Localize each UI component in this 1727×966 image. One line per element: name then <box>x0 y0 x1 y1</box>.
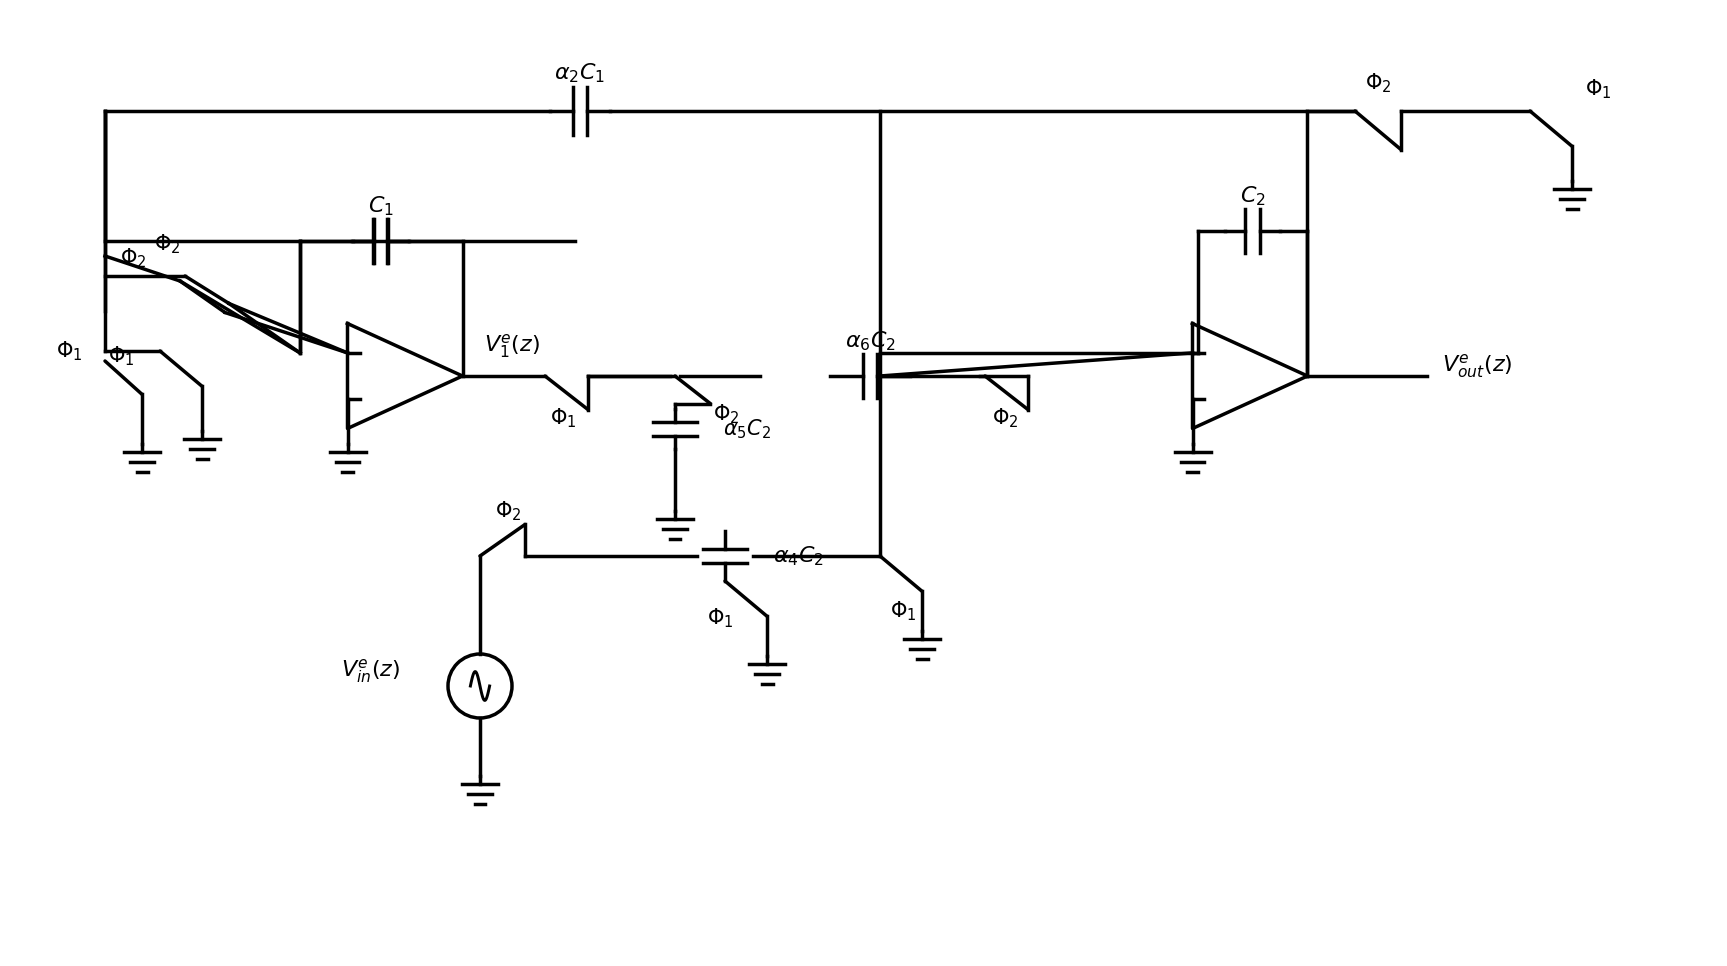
Text: $\Phi_2$: $\Phi_2$ <box>1364 71 1392 95</box>
Text: $\Phi_2$: $\Phi_2$ <box>121 246 147 270</box>
Text: $V_{out}^e(z)$: $V_{out}^e(z)$ <box>1442 352 1513 380</box>
Text: $\Phi_1$: $\Phi_1$ <box>549 406 577 430</box>
Text: $C_1$: $C_1$ <box>368 194 394 217</box>
Text: $\Phi_2$: $\Phi_2$ <box>154 232 180 256</box>
Text: $C_2$: $C_2$ <box>1240 185 1266 208</box>
Text: $\alpha_2 C_1$: $\alpha_2 C_1$ <box>554 61 606 85</box>
Text: $\alpha_6 C_2$: $\alpha_6 C_2$ <box>845 329 896 353</box>
Text: $V_1^e(z)$: $V_1^e(z)$ <box>484 332 541 360</box>
Text: $V_{in}^e(z)$: $V_{in}^e(z)$ <box>340 657 401 685</box>
Text: $\Phi_1$: $\Phi_1$ <box>1585 77 1611 100</box>
Text: $\alpha_5 C_2$: $\alpha_5 C_2$ <box>724 417 772 440</box>
Text: $\Phi_1$: $\Phi_1$ <box>889 599 917 623</box>
Text: $\alpha_4 C_2$: $\alpha_4 C_2$ <box>774 544 824 568</box>
Text: $\Phi_2$: $\Phi_2$ <box>713 402 739 426</box>
Text: $\Phi_1$: $\Phi_1$ <box>706 607 734 630</box>
Text: $\Phi_1$: $\Phi_1$ <box>57 339 83 363</box>
Text: $\Phi_2$: $\Phi_2$ <box>991 406 1019 430</box>
Text: $\Phi_2$: $\Phi_2$ <box>496 499 522 523</box>
Text: $\Phi_1$: $\Phi_1$ <box>109 344 135 368</box>
